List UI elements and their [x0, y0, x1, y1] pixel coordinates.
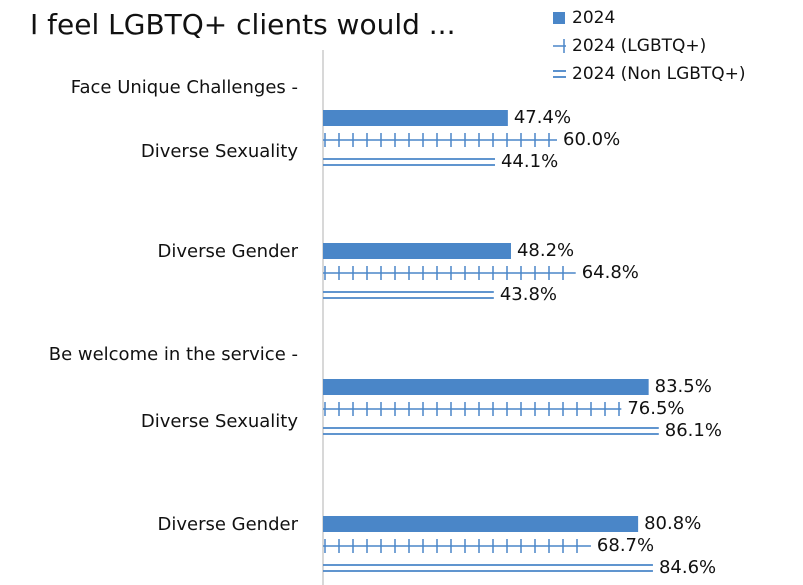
- value-label: 68.7%: [597, 535, 654, 556]
- bar: [323, 564, 653, 572]
- category-label: Diverse Sexuality: [141, 141, 298, 162]
- bar: [323, 158, 495, 166]
- value-label: 76.5%: [627, 398, 684, 419]
- bar: [323, 266, 576, 280]
- bar: [323, 427, 659, 435]
- category-label: Diverse Sexuality: [141, 411, 298, 432]
- legend-swatch: [553, 12, 565, 24]
- category-label: Face Unique Challenges -: [71, 77, 298, 98]
- bar: [323, 133, 557, 147]
- value-label: 47.4%: [514, 107, 571, 128]
- legend-label: 2024 (Non LGBTQ+): [572, 64, 746, 84]
- bar: [323, 539, 591, 553]
- bar: [323, 516, 639, 532]
- category-label: Diverse Gender: [158, 241, 299, 262]
- value-label: 80.8%: [644, 513, 701, 534]
- value-label: 83.5%: [655, 376, 712, 397]
- value-label: 43.8%: [500, 284, 557, 305]
- bar: [323, 243, 511, 259]
- legend-label: 2024: [572, 8, 615, 28]
- category-label: Be welcome in the service -: [49, 344, 298, 365]
- bar: [323, 291, 494, 299]
- value-label: 60.0%: [563, 129, 620, 150]
- value-label: 44.1%: [501, 151, 558, 172]
- bar: [323, 379, 649, 395]
- category-label: Diverse Gender: [158, 514, 299, 535]
- value-label: 48.2%: [517, 240, 574, 261]
- bar: [323, 110, 508, 126]
- chart-title: I feel LGBTQ+ clients would ...: [30, 8, 455, 41]
- value-label: 64.8%: [582, 262, 639, 283]
- value-label: 84.6%: [659, 557, 716, 578]
- legend-label: 2024 (LGBTQ+): [572, 36, 706, 56]
- value-label: 86.1%: [665, 420, 722, 441]
- bar: [323, 402, 622, 416]
